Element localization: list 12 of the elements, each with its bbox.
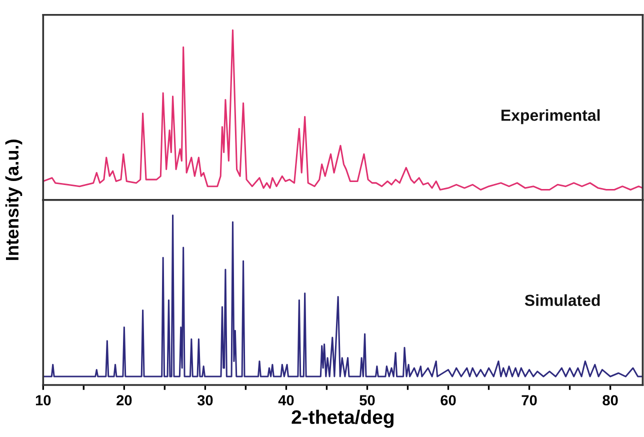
text: Experimental [502,109,600,124]
y-axis-title: Intensity (a.u.) [5,140,22,260]
x-tick-label: 40 [278,395,294,406]
x-tick-label: 20 [116,395,132,406]
x-tick-label: 70 [522,395,537,406]
x-tick-label: 80 [602,395,618,406]
x-axis-title: 2-theta/deg [292,410,394,428]
x-tick-label: 10 [36,395,51,406]
x-tick-label: 50 [360,395,375,406]
text: Simulated [524,294,600,306]
x-tick-label: 30 [197,395,213,406]
x-tick-label: 60 [440,395,456,406]
